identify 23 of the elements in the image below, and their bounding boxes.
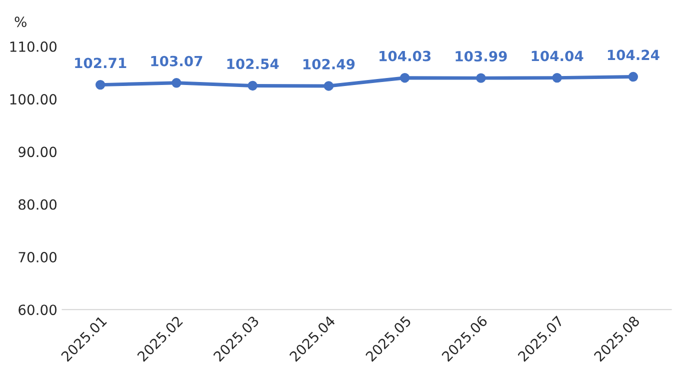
data-label: 104.24 — [608, 50, 660, 60]
y-tick-label: 110.00 — [10, 41, 56, 52]
data-label: 102.54 — [227, 58, 279, 70]
y-axis-title: % — [14, 16, 26, 28]
point — [324, 81, 334, 91]
y-tick-label: 90.00 — [18, 146, 56, 158]
point — [172, 78, 182, 88]
point — [400, 73, 410, 83]
point — [628, 72, 638, 82]
data-label: 102.71 — [75, 58, 126, 68]
point — [552, 72, 562, 83]
data-label: 102.49 — [303, 58, 355, 70]
y-tick-label: 70.00 — [18, 252, 56, 262]
y-tick-label: 80.00 — [18, 199, 56, 210]
y-tick-label: 60.00 — [18, 304, 56, 316]
data-label: 103.07 — [151, 56, 202, 66]
point — [476, 73, 486, 83]
point — [95, 80, 106, 90]
data-label: 104.03 — [380, 50, 431, 62]
data-label: 104.04 — [532, 50, 584, 62]
point — [248, 80, 258, 91]
data-label: 103.99 — [456, 50, 507, 62]
y-tick-label: 100.00 — [10, 94, 56, 105]
